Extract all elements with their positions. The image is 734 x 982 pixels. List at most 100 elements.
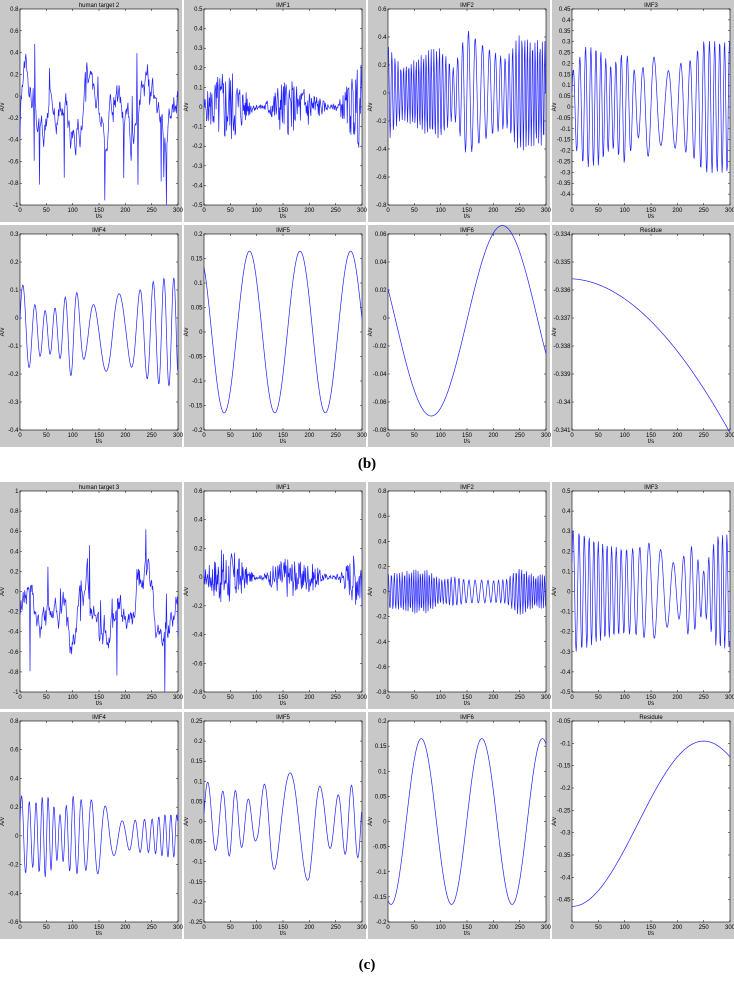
caption-b-text: (b) <box>357 456 377 472</box>
x-tick-label: 150 <box>94 695 105 701</box>
panel-title: IMF2 <box>460 485 474 491</box>
figure-c-panel-2: IMF1 -0.8 -0.6 -0.4 -0.2 0 0.2 0.4 0.6 0 50 100 150 2… <box>184 482 368 709</box>
y-tick-label: -0.34 <box>557 400 571 406</box>
y-tick-label: 0.8 <box>10 509 19 515</box>
x-tick-label: 0 <box>18 433 22 439</box>
x-tick-label: 200 <box>304 695 315 701</box>
y-tick-label: 0 <box>15 834 19 840</box>
y-tick-label: 0.2 <box>10 72 19 78</box>
x-tick-label: 300 <box>541 695 552 701</box>
x-tick-label: 250 <box>699 208 710 214</box>
y-tick-label: -0.335 <box>553 260 571 266</box>
x-tick-label: 0 <box>386 433 390 439</box>
figure-c: human target 3 -1 -0.8 -0.6 -0.4 -0.2 0 0.2 0.4 0… <box>0 482 734 942</box>
y-tick-label: 0.8 <box>10 719 19 725</box>
x-tick-label: 0 <box>202 433 206 439</box>
x-tick-label: 0 <box>202 208 206 214</box>
x-tick-label: 300 <box>357 433 368 439</box>
y-tick-label: -0.2 <box>376 920 387 926</box>
y-tick-label: 0.05 <box>191 306 203 312</box>
x-tick-label: 100 <box>252 695 263 701</box>
x-tick-label: 200 <box>672 925 683 931</box>
y-tick-label: -0.6 <box>8 159 19 165</box>
y-tick-label: -0.2 <box>560 149 571 155</box>
y-tick-label: -0.1 <box>560 741 571 747</box>
y-tick-label: 0.2 <box>378 63 387 69</box>
y-tick-label: -0.08 <box>373 428 387 434</box>
x-tick-label: 250 <box>331 925 342 931</box>
y-axis-label: A/v <box>368 328 374 337</box>
y-tick-label: -0.2 <box>376 615 387 621</box>
y-tick-label: -0.4 <box>376 147 387 153</box>
y-tick-label: 0 <box>383 316 387 322</box>
y-tick-label: -0.1 <box>192 379 203 385</box>
x-tick-label: 250 <box>515 208 526 214</box>
y-tick-label: -0.4 <box>560 670 571 676</box>
figure-b-panel-5: IMF4 -0.4 -0.3 -0.2 -0.1 0 0.1 0.2 0.3 0 50 100 150 2… <box>0 225 184 447</box>
x-tick-label: 200 <box>488 208 499 214</box>
x-tick-label: 0 <box>202 695 206 701</box>
x-tick-label: 100 <box>252 925 263 931</box>
x-tick-label: 200 <box>120 925 131 931</box>
y-tick-label: 0.3 <box>10 232 19 238</box>
y-tick-label: 0 <box>567 590 571 596</box>
x-tick-label: 250 <box>147 433 158 439</box>
y-tick-label: -0.336 <box>553 288 571 294</box>
x-axis-label: t/s <box>96 439 102 445</box>
y-tick-label: -0.337 <box>553 316 571 322</box>
panel-title: Residule <box>639 715 663 721</box>
x-tick-label: 150 <box>94 208 105 214</box>
x-tick-label: 50 <box>43 208 50 214</box>
y-tick-label: 0.35 <box>559 29 571 35</box>
y-tick-label: -0.2 <box>376 119 387 125</box>
x-tick-label: 200 <box>488 695 499 701</box>
y-tick-label: 0.45 <box>559 7 571 13</box>
panel-title: IMF6 <box>460 715 474 721</box>
y-tick-label: -0.05 <box>557 719 571 725</box>
y-axis-label: A/v <box>0 103 6 112</box>
y-tick-label: 0.8 <box>10 7 19 13</box>
x-tick-label: 0 <box>18 925 22 931</box>
figure-c-panel-5: IMF4 -0.6 -0.4 -0.2 0 0.2 0.4 0.6 0.8 0 50 100 150 20… <box>0 712 184 939</box>
y-tick-label: 0 <box>199 330 203 336</box>
panel-title: IMF5 <box>276 228 290 234</box>
panel-title: IMF4 <box>92 228 106 234</box>
x-tick-label: 200 <box>304 208 315 214</box>
x-axis-label: t/s <box>464 701 470 707</box>
x-tick-label: 50 <box>43 695 50 701</box>
y-tick-label: -0.1 <box>560 610 571 616</box>
y-tick-label: 0.4 <box>10 549 19 555</box>
plot-area <box>571 490 731 693</box>
figure-b-panel-8: Residue -0.341 -0.34 -0.339 -0.338 -0.337 -0.3… <box>552 225 734 447</box>
x-tick-label: 300 <box>173 433 184 439</box>
signal-line <box>203 549 363 607</box>
x-tick-label: 250 <box>515 433 526 439</box>
signal-line <box>203 65 363 148</box>
panel-title: IMF5 <box>276 715 290 721</box>
figure-b-panel-6: IMF5 -0.2 -0.15 -0.1 -0.05 0 0.05 0.1 0.15 0.2 0 50… <box>184 225 368 447</box>
y-tick-label: -0.15 <box>557 138 571 144</box>
x-tick-label: 100 <box>436 925 447 931</box>
x-tick-label: 250 <box>699 695 710 701</box>
x-axis-label: t/s <box>96 931 102 937</box>
y-tick-label: 0.15 <box>559 72 571 78</box>
x-tick-label: 100 <box>68 925 79 931</box>
y-tick-label: 0 <box>567 105 571 111</box>
caption-b: (b) <box>0 456 734 473</box>
y-tick-label: 0 <box>383 91 387 97</box>
x-axis-label: t/s <box>648 931 654 937</box>
y-tick-label: 0 <box>15 590 19 596</box>
y-tick-label: -0.4 <box>376 640 387 646</box>
figure-c-panel-4: IMF3 -0.5 -0.4 -0.3 -0.2 -0.1 0 0.1 0.2 0.3 0.4 0.5… <box>552 482 734 709</box>
y-tick-label: -0.6 <box>376 175 387 181</box>
plot-area <box>387 233 547 431</box>
x-tick-label: 0 <box>18 695 22 701</box>
x-tick-label: 200 <box>672 208 683 214</box>
y-tick-label: 0 <box>199 575 203 581</box>
x-tick-label: 100 <box>620 433 631 439</box>
y-axis-label: A/v <box>0 817 6 826</box>
x-tick-label: 250 <box>147 695 158 701</box>
y-tick-label: 0.2 <box>562 61 571 67</box>
panel-title: IMF3 <box>644 485 658 491</box>
x-tick-label: 150 <box>94 925 105 931</box>
